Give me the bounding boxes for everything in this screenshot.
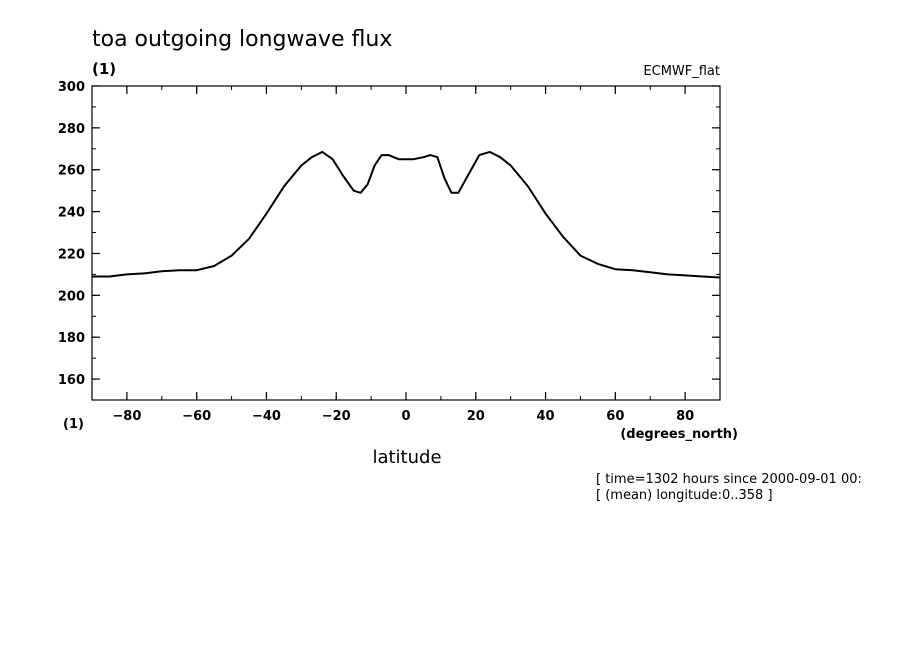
- dataset-label: ECMWF_flat: [643, 64, 720, 79]
- y-tick-label: 220: [58, 247, 85, 262]
- y-tick-label: 180: [58, 331, 85, 346]
- y-tick-label: 280: [58, 122, 85, 137]
- x-tick-label: 40: [537, 409, 555, 424]
- y-tick-label: 200: [58, 289, 85, 304]
- annotation-time: [ time=1302 hours since 2000-09-01 00:: [596, 472, 862, 487]
- x-tick-label: −20: [322, 409, 351, 424]
- y-tick-label: 260: [58, 164, 85, 179]
- annotation-longitude: [ (mean) longitude:0..358 ]: [596, 488, 773, 503]
- x-tick-label: 20: [467, 409, 485, 424]
- y-axis: 160 180 200 220 240 260 280 300: [58, 80, 720, 401]
- y-tick-label: 240: [58, 206, 85, 221]
- y-unit-label: (1): [92, 60, 116, 78]
- x-tick-label: 60: [606, 409, 624, 424]
- x-axis-label: latitude: [372, 447, 441, 468]
- x-tick-label: 0: [401, 409, 410, 424]
- plot-frame: [91, 85, 721, 401]
- x-unit-left-label: (1): [63, 417, 84, 432]
- series-line: [92, 150, 721, 279]
- y-tick-label: 160: [58, 373, 85, 388]
- x-tick-label: −40: [252, 409, 281, 424]
- x-tick-label: −80: [112, 409, 141, 424]
- x-tick-label: −60: [182, 409, 211, 424]
- chart-title: toa outgoing longwave flux: [92, 27, 392, 52]
- y-tick-label: 300: [58, 80, 85, 95]
- x-tick-label: 80: [676, 409, 694, 424]
- x-axis: −80 −60 −40 −20 0 20 40 60 80: [91, 86, 721, 424]
- x-units-label: (degrees_north): [620, 427, 738, 442]
